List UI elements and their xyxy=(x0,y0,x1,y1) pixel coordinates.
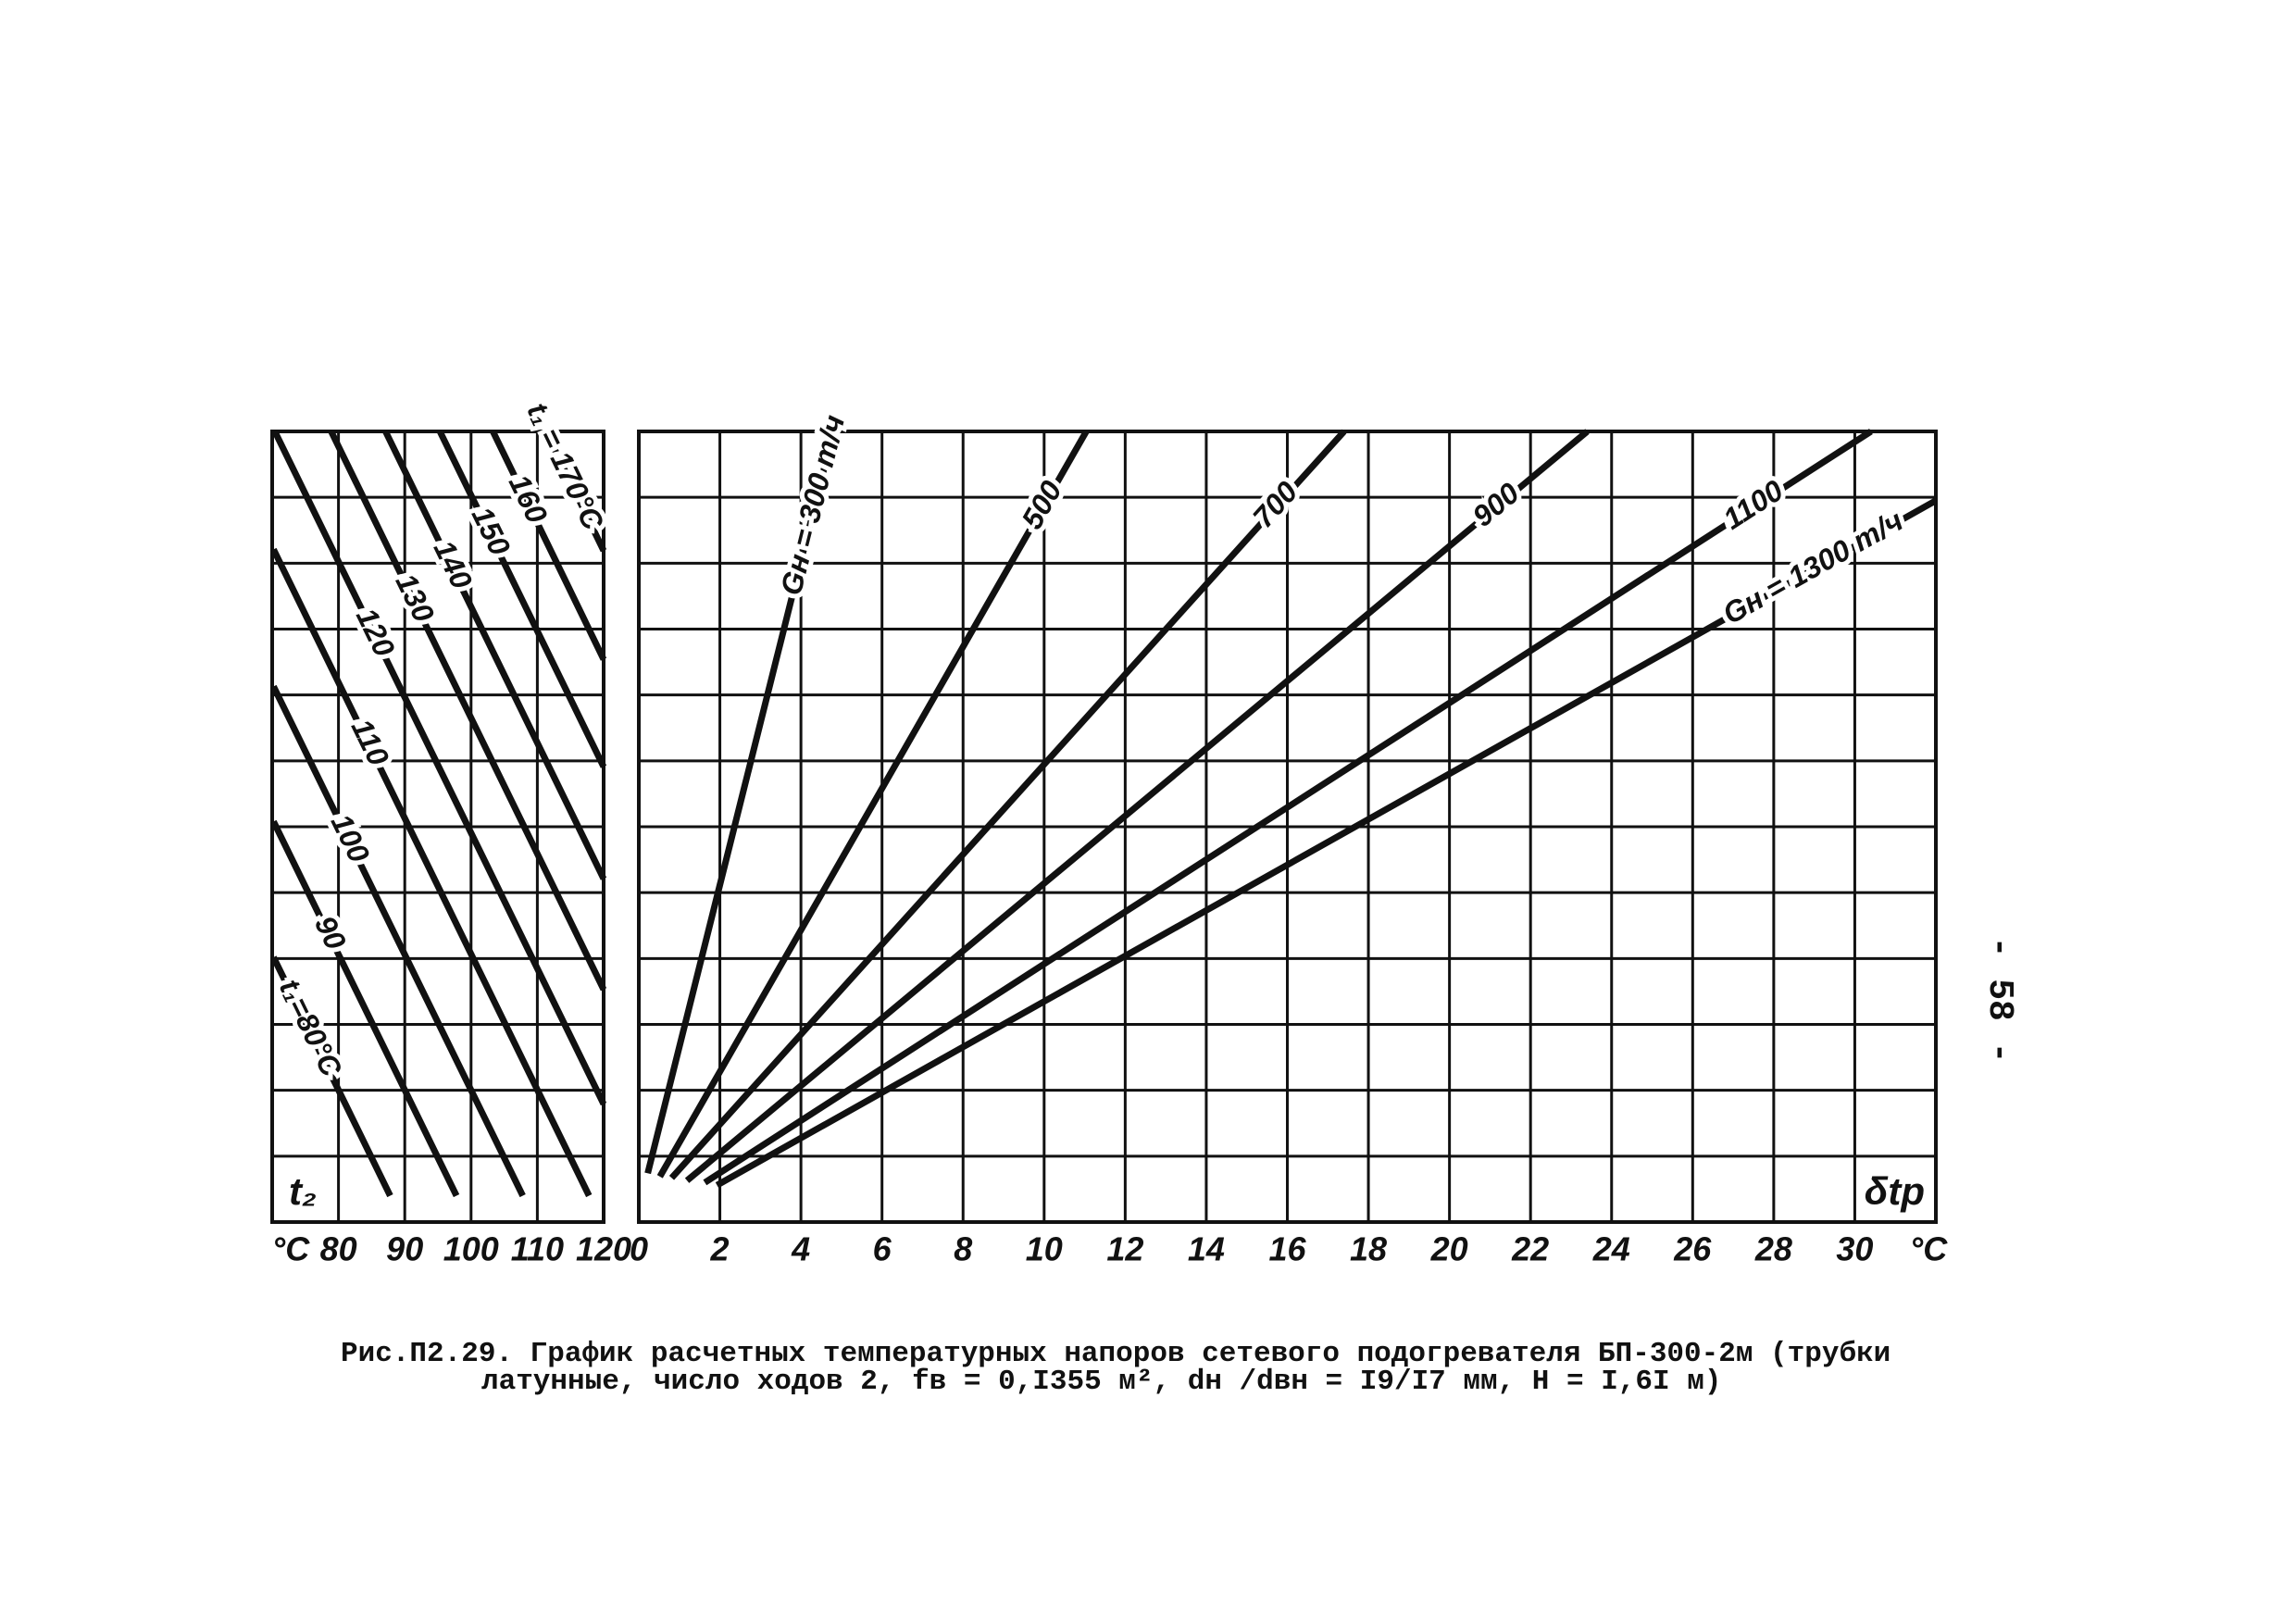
nomogram-line xyxy=(684,429,1590,1183)
nomogram-line xyxy=(270,547,593,1198)
x-tick-label: 24 xyxy=(1592,1230,1630,1268)
nomogram-line xyxy=(668,429,1347,1180)
caption-line: Рис.П2.29. График расчетных температурны… xyxy=(341,1338,1890,1370)
x-tick-label: 120 xyxy=(576,1230,631,1268)
x-tick-label: 18 xyxy=(1350,1230,1387,1268)
x-tick-label: 6 xyxy=(873,1230,892,1268)
line-label: Gн = 300 т/ч xyxy=(774,412,851,599)
line-label: 500 xyxy=(1015,475,1068,534)
nomogram-line xyxy=(490,430,607,661)
line-label: 110 xyxy=(345,714,396,771)
x-tick-label: 20 xyxy=(1430,1230,1468,1268)
x-tick-label: 90 xyxy=(386,1230,423,1268)
x-tick-label: 8 xyxy=(954,1230,972,1268)
x-tick-label: 80 xyxy=(320,1230,357,1268)
nomogram-line xyxy=(715,497,1938,1189)
nomogram-line xyxy=(656,430,1090,1179)
x-tick-label: 12 xyxy=(1106,1230,1143,1268)
nomogram-line xyxy=(644,430,837,1175)
line-label: 120 xyxy=(350,603,402,662)
x-tick-label: 16 xyxy=(1268,1230,1306,1268)
x-tick-label: 0 xyxy=(630,1230,648,1268)
nomogram-line xyxy=(270,684,526,1198)
line-label: 150 xyxy=(466,502,518,561)
nomogram-line xyxy=(328,430,607,992)
x-tick-label: 26 xyxy=(1673,1230,1712,1268)
x-tick-label: 22 xyxy=(1511,1230,1549,1268)
x-axis-label: δtр xyxy=(1865,1169,1925,1213)
x-tick-label: 100 xyxy=(443,1230,499,1268)
x-tick-label: 2 xyxy=(710,1230,730,1268)
line-label: 100 xyxy=(325,808,377,867)
caption-line: латунные, число ходов 2, fв = 0,I355 м²,… xyxy=(481,1366,1721,1398)
nomogram-line xyxy=(437,430,607,768)
nomogram-line xyxy=(270,955,393,1198)
x-axis-label: t₂ xyxy=(289,1169,317,1213)
x-tick-label: 10 xyxy=(1026,1230,1063,1268)
x-unit: °C xyxy=(1910,1230,1948,1268)
x-tick-label: 4 xyxy=(791,1230,810,1268)
x-tick-label: 28 xyxy=(1754,1230,1792,1268)
x-tick-label: 30 xyxy=(1836,1230,1873,1268)
page-number: - 58 - xyxy=(1979,937,2019,1064)
nomogram-line xyxy=(271,430,607,1106)
nomogram-line xyxy=(382,430,607,880)
line-label: 130 xyxy=(389,568,441,628)
x-unit: °C xyxy=(272,1230,310,1268)
nomogram-line xyxy=(703,429,1873,1186)
line-label: 90 xyxy=(308,911,353,955)
line-label: 160 xyxy=(503,469,555,529)
x-tick-label: 14 xyxy=(1188,1230,1225,1268)
nomogram-line xyxy=(270,819,460,1198)
x-tick-label: 110 xyxy=(511,1230,564,1268)
nomogram-line xyxy=(543,430,607,553)
